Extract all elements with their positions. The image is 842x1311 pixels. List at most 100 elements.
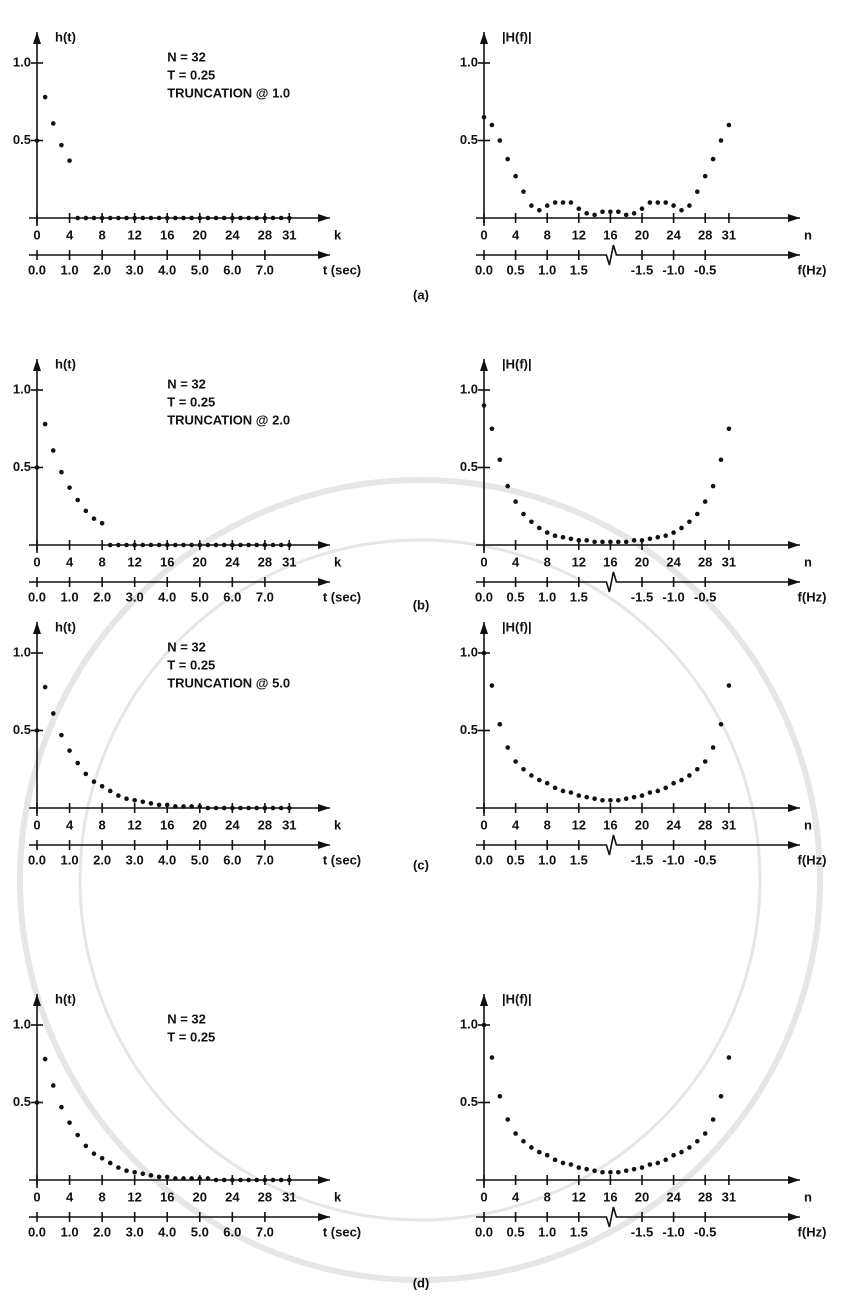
- data-point: [100, 784, 105, 789]
- y-tick-label: 0.5: [13, 1094, 31, 1109]
- data-point: [624, 1168, 629, 1173]
- data-point: [648, 790, 653, 795]
- annotation: N = 32: [167, 376, 206, 391]
- x2-tick-label: 7.0: [256, 589, 274, 604]
- data-point: [254, 216, 259, 221]
- data-point: [246, 543, 251, 548]
- data-point: [608, 1170, 613, 1175]
- data-point: [157, 803, 162, 808]
- data-point: [254, 1178, 259, 1183]
- data-point: [569, 200, 574, 205]
- x2-tick-label: 1.0: [538, 589, 556, 604]
- data-point: [505, 484, 510, 489]
- x2-tick-label: 1.0: [61, 589, 79, 604]
- x-tick-label: 0: [33, 227, 40, 242]
- data-point: [513, 499, 518, 504]
- data-point: [165, 216, 170, 221]
- x-tick-label: 28: [698, 227, 712, 242]
- data-point: [679, 208, 684, 213]
- data-point: [577, 206, 582, 211]
- x-axis-label: n: [804, 554, 812, 569]
- x-tick-label: 16: [603, 817, 617, 832]
- data-point: [238, 216, 243, 221]
- annotation: N = 32: [167, 49, 206, 64]
- data-point: [263, 543, 268, 548]
- y-tick-label: 1.0: [13, 644, 31, 659]
- data-point: [189, 216, 194, 221]
- annotation: T = 0.25: [167, 394, 215, 409]
- x2-tick-label: 2.0: [93, 1224, 111, 1239]
- data-point: [230, 543, 235, 548]
- x2-tick-label: -0.5: [694, 589, 716, 604]
- x-tick-label: 31: [282, 554, 296, 569]
- data-point: [529, 519, 534, 524]
- data-point: [584, 795, 589, 800]
- x2-tick-label: 7.0: [256, 262, 274, 277]
- data-point: [67, 1120, 72, 1125]
- chart: h(t)k0.51.00481216202428310.01.02.03.04.…: [13, 619, 361, 867]
- data-point: [569, 537, 574, 542]
- data-point: [189, 804, 194, 809]
- x-tick-label: 12: [127, 1189, 141, 1204]
- x-tick-label: 31: [722, 817, 736, 832]
- data-point: [189, 543, 194, 548]
- x2-tick-label: 0.5: [507, 852, 525, 867]
- x2-tick-label: 1.5: [570, 262, 588, 277]
- x2-tick-label: 0.0: [28, 852, 46, 867]
- data-point: [157, 543, 162, 548]
- x-tick-label: 20: [193, 554, 207, 569]
- data-point: [124, 796, 129, 801]
- x-axis-arrow: [788, 541, 800, 549]
- data-point: [577, 1165, 582, 1170]
- data-point: [498, 138, 503, 143]
- x2-axis-label: f(Hz): [798, 589, 827, 604]
- data-point: [663, 200, 668, 205]
- data-point: [287, 1178, 292, 1183]
- data-point: [553, 1158, 558, 1163]
- data-point: [181, 543, 186, 548]
- x-axis-label: n: [804, 817, 812, 832]
- data-point: [116, 793, 121, 798]
- x-tick-label: 0: [33, 1189, 40, 1204]
- data-point: [703, 759, 708, 764]
- data-point: [505, 745, 510, 750]
- data-point: [84, 772, 89, 777]
- y-axis-label: h(t): [55, 29, 76, 44]
- data-point: [727, 123, 732, 128]
- x-tick-label: 28: [698, 554, 712, 569]
- data-point: [238, 806, 243, 811]
- data-point: [663, 533, 668, 538]
- y-axis-arrow: [480, 359, 488, 371]
- x-tick-label: 12: [572, 817, 586, 832]
- x2-tick-label: -0.5: [694, 852, 716, 867]
- data-point: [92, 779, 97, 784]
- data-point: [505, 1117, 510, 1122]
- x2-axis-arrow: [788, 1213, 800, 1221]
- data-point: [711, 745, 716, 750]
- x2-axis-label: t (sec): [323, 262, 361, 277]
- y-axis-arrow: [33, 32, 41, 44]
- x2-axis-arrow: [318, 1213, 330, 1221]
- data-point: [648, 200, 653, 205]
- x2-tick-label: 5.0: [191, 852, 209, 867]
- data-point: [687, 1145, 692, 1150]
- x2-tick-label: 1.5: [570, 589, 588, 604]
- data-point: [84, 509, 89, 514]
- data-point: [577, 538, 582, 543]
- x2-tick-label: 0.0: [475, 589, 493, 604]
- x-tick-label: 8: [544, 817, 551, 832]
- x2-tick-label: 3.0: [126, 852, 144, 867]
- data-point: [271, 216, 276, 221]
- data-point: [116, 1165, 121, 1170]
- x2-axis-arrow: [318, 251, 330, 259]
- data-point: [165, 803, 170, 808]
- x-tick-label: 24: [666, 817, 681, 832]
- x-tick-label: 16: [160, 1189, 174, 1204]
- data-point: [43, 95, 48, 100]
- data-point: [67, 748, 72, 753]
- data-point: [51, 448, 56, 453]
- chart: |H(f)|n0.51.00481216202428310.00.51.01.5…: [460, 619, 827, 867]
- x-tick-label: 28: [258, 554, 272, 569]
- data-point: [671, 1153, 676, 1158]
- data-point: [67, 158, 72, 163]
